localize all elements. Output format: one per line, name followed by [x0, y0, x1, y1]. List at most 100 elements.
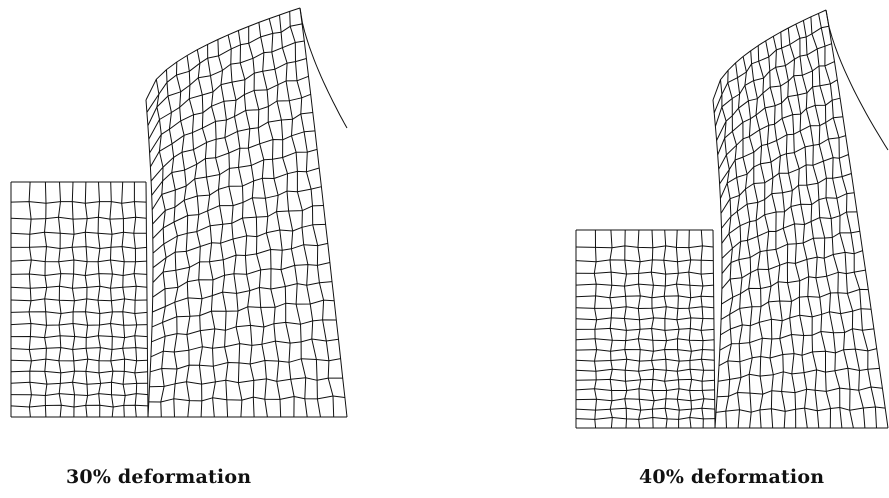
- right-block-col-line: [279, 14, 321, 418]
- left-block-col-line: [58, 181, 62, 418]
- left-block-row-line: [10, 201, 147, 204]
- right-block-col-line: [765, 40, 797, 429]
- right-block-row-line: [152, 242, 328, 283]
- left-block-col-line: [609, 229, 613, 429]
- left-block-row-line: [10, 347, 148, 350]
- right-block-row-line: [718, 348, 877, 367]
- left-block-row-line: [575, 306, 714, 309]
- left-block-row-line: [10, 246, 147, 249]
- right-block-row-line: [152, 167, 320, 225]
- left-block-row-line: [10, 370, 148, 374]
- left-block-col-line: [688, 229, 693, 429]
- right-block-row-line: [719, 328, 874, 351]
- right-block-row-line: [721, 269, 866, 305]
- left-block-col-line: [121, 181, 126, 418]
- right-block-row-line: [148, 395, 345, 403]
- left-block-col-line: [133, 182, 138, 418]
- right-block-row-line: [151, 130, 316, 196]
- right-block-col-line: [237, 30, 268, 418]
- right-block-row-line: [717, 386, 883, 398]
- left-block-row-line: [575, 338, 715, 342]
- left-block-row-line: [575, 358, 715, 362]
- right-block-col-line: [289, 11, 335, 418]
- outer-arc: [299, 7, 348, 129]
- right-block-row-line: [718, 97, 841, 170]
- right-block-col-line: [818, 13, 877, 429]
- right-block-row-line: [150, 358, 341, 373]
- right-block-row-line: [151, 148, 318, 210]
- right-block-row-line: [721, 230, 860, 274]
- right-block-row-line: [712, 9, 827, 101]
- right-block-row-line: [719, 135, 846, 199]
- left-block-col-line: [593, 229, 598, 429]
- right-block-row-line: [149, 377, 343, 388]
- left-block-row-line: [10, 311, 148, 314]
- right-block-col-line: [155, 79, 167, 418]
- right-block-col-line: [227, 34, 255, 418]
- left-block-col-line: [637, 229, 642, 429]
- left-block-col-line: [28, 181, 32, 418]
- right-block-col-line: [268, 18, 308, 418]
- left-block-col-line: [700, 229, 705, 429]
- right-block-col-line: [166, 69, 179, 418]
- left-block-col-line: [84, 181, 89, 418]
- right-block-row-line: [721, 211, 858, 259]
- right-block-row-line: [720, 154, 849, 214]
- right-block-row-line: [721, 192, 855, 244]
- left-block-col-line: [109, 181, 114, 418]
- right-block-col-line: [720, 79, 734, 429]
- left-block-col-line: [71, 181, 76, 418]
- left-block-col-line: [623, 229, 628, 429]
- right-block-row-line: [151, 319, 337, 343]
- right-block-row-line: [149, 93, 311, 168]
- right-block-row-line: [717, 79, 838, 155]
- left-block-row-line: [10, 285, 147, 289]
- left-block-row-line: [10, 404, 148, 408]
- deformed-mesh-40-percent: [575, 9, 889, 429]
- left-block-row-line: [10, 273, 147, 276]
- left-block-row-line: [575, 327, 715, 331]
- right-block-row-line: [716, 61, 835, 141]
- right-block-row-line: [721, 250, 863, 290]
- caption-30-percent: 30% deformation: [66, 466, 252, 488]
- right-block-row-line: [720, 288, 869, 320]
- right-block-row-line: [147, 40, 305, 126]
- caption-40-percent: 40% deformation: [639, 466, 825, 488]
- deformed-mesh-30-percent: [10, 7, 348, 418]
- right-block-row-line: [152, 205, 324, 254]
- right-block-col-line: [186, 55, 203, 418]
- right-block-row-line: [714, 43, 832, 127]
- right-block-row-line: [145, 7, 301, 101]
- right-block-row-line: [721, 173, 852, 229]
- right-block-col-line: [735, 62, 753, 429]
- right-block-col-line: [196, 49, 216, 418]
- right-block-col-line: [750, 50, 774, 429]
- left-block-row-line: [10, 323, 148, 326]
- right-block-col-line: [299, 7, 348, 418]
- right-block-col-line: [802, 20, 854, 429]
- right-block-row-line: [148, 58, 307, 140]
- right-block-col-line: [757, 45, 786, 429]
- outer-arc: [825, 9, 889, 151]
- right-block-col-line: [258, 22, 295, 418]
- right-block-row-line: [152, 262, 331, 298]
- left-block-row-line: [10, 231, 147, 235]
- left-block-col-line: [712, 229, 716, 429]
- right-block-col-line: [145, 99, 154, 418]
- right-block-col-line: [795, 23, 843, 429]
- left-block-row-line: [575, 417, 715, 420]
- right-block-row-line: [720, 308, 872, 336]
- right-block-col-line: [207, 44, 229, 418]
- left-block-row-line: [575, 388, 715, 391]
- right-block-col-line: [217, 39, 243, 418]
- right-block-col-line: [712, 99, 723, 429]
- left-block-col-line: [675, 229, 680, 428]
- left-block-row-line: [575, 245, 714, 249]
- right-block-col-line: [176, 61, 191, 418]
- left-block-row-line: [575, 378, 715, 382]
- right-block-row-line: [151, 299, 335, 328]
- right-block-col-line: [780, 31, 820, 429]
- left-block-col-line: [650, 229, 655, 429]
